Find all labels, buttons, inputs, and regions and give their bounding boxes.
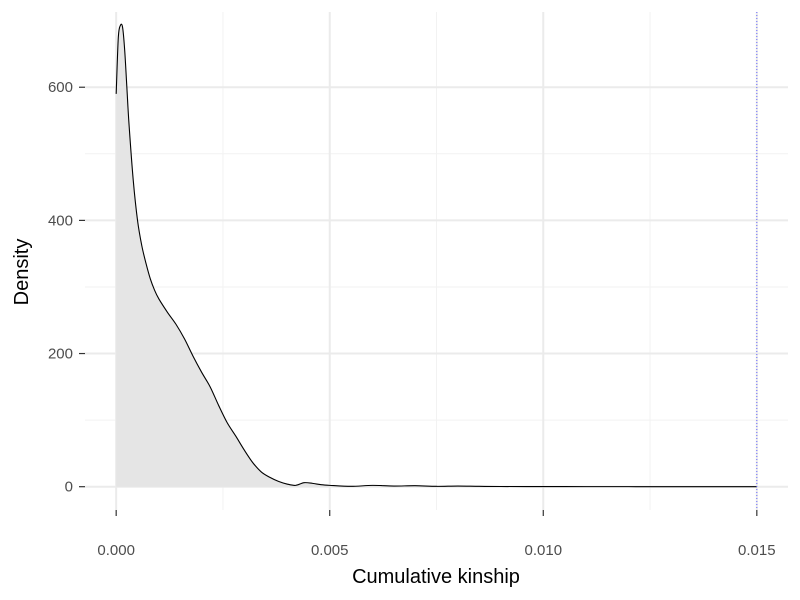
y-tick-label: 600 — [48, 79, 73, 96]
y-tick-label: 200 — [48, 346, 73, 363]
y-tick-label: 400 — [48, 212, 73, 229]
y-axis-title: Density — [11, 239, 33, 306]
x-axis-title: Cumulative kinship — [352, 566, 520, 588]
y-tick-label: 0 — [65, 479, 73, 496]
x-tick-label: 0.005 — [311, 542, 349, 559]
density-curve — [115, 23, 757, 488]
density-area-fill — [116, 24, 757, 487]
x-axis-ticks: 0.000 0.005 0.010 0.015 — [97, 510, 776, 559]
x-tick-label: 0.000 — [97, 542, 135, 559]
y-axis-ticks: 0 200 400 600 — [48, 79, 85, 496]
x-tick-label: 0.010 — [525, 542, 563, 559]
x-tick-label: 0.015 — [738, 542, 776, 559]
